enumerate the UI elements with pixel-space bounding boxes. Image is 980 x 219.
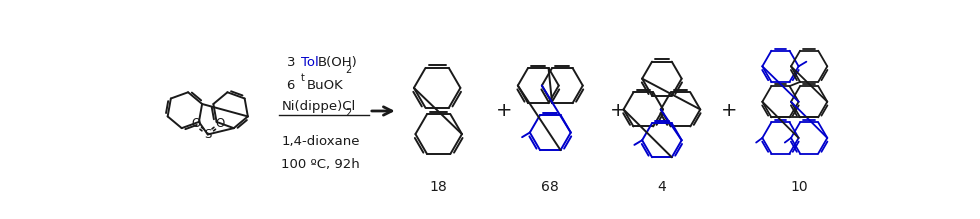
Text: B(OH): B(OH) (318, 56, 358, 69)
Text: +: + (721, 101, 738, 120)
Text: O: O (216, 117, 224, 130)
Text: 4: 4 (658, 180, 666, 194)
Text: Tol: Tol (301, 56, 318, 69)
Text: +: + (496, 101, 513, 120)
Text: 6: 6 (287, 79, 300, 92)
Text: O: O (191, 117, 200, 130)
Text: 18: 18 (429, 180, 447, 194)
Text: 2: 2 (346, 108, 352, 118)
Text: +: + (610, 101, 626, 120)
Text: 100 ºC, 92h: 100 ºC, 92h (281, 158, 360, 171)
Text: t: t (301, 73, 305, 83)
Text: 10: 10 (790, 180, 808, 194)
Text: 3: 3 (287, 56, 300, 69)
Text: 68: 68 (541, 180, 560, 194)
Text: 1,4-dioxane: 1,4-dioxane (281, 134, 360, 148)
Text: BuOK: BuOK (307, 79, 344, 92)
Text: 2: 2 (345, 65, 351, 75)
Text: Ni(dippe)Cl: Ni(dippe)Cl (281, 100, 356, 113)
Text: S: S (204, 128, 212, 141)
